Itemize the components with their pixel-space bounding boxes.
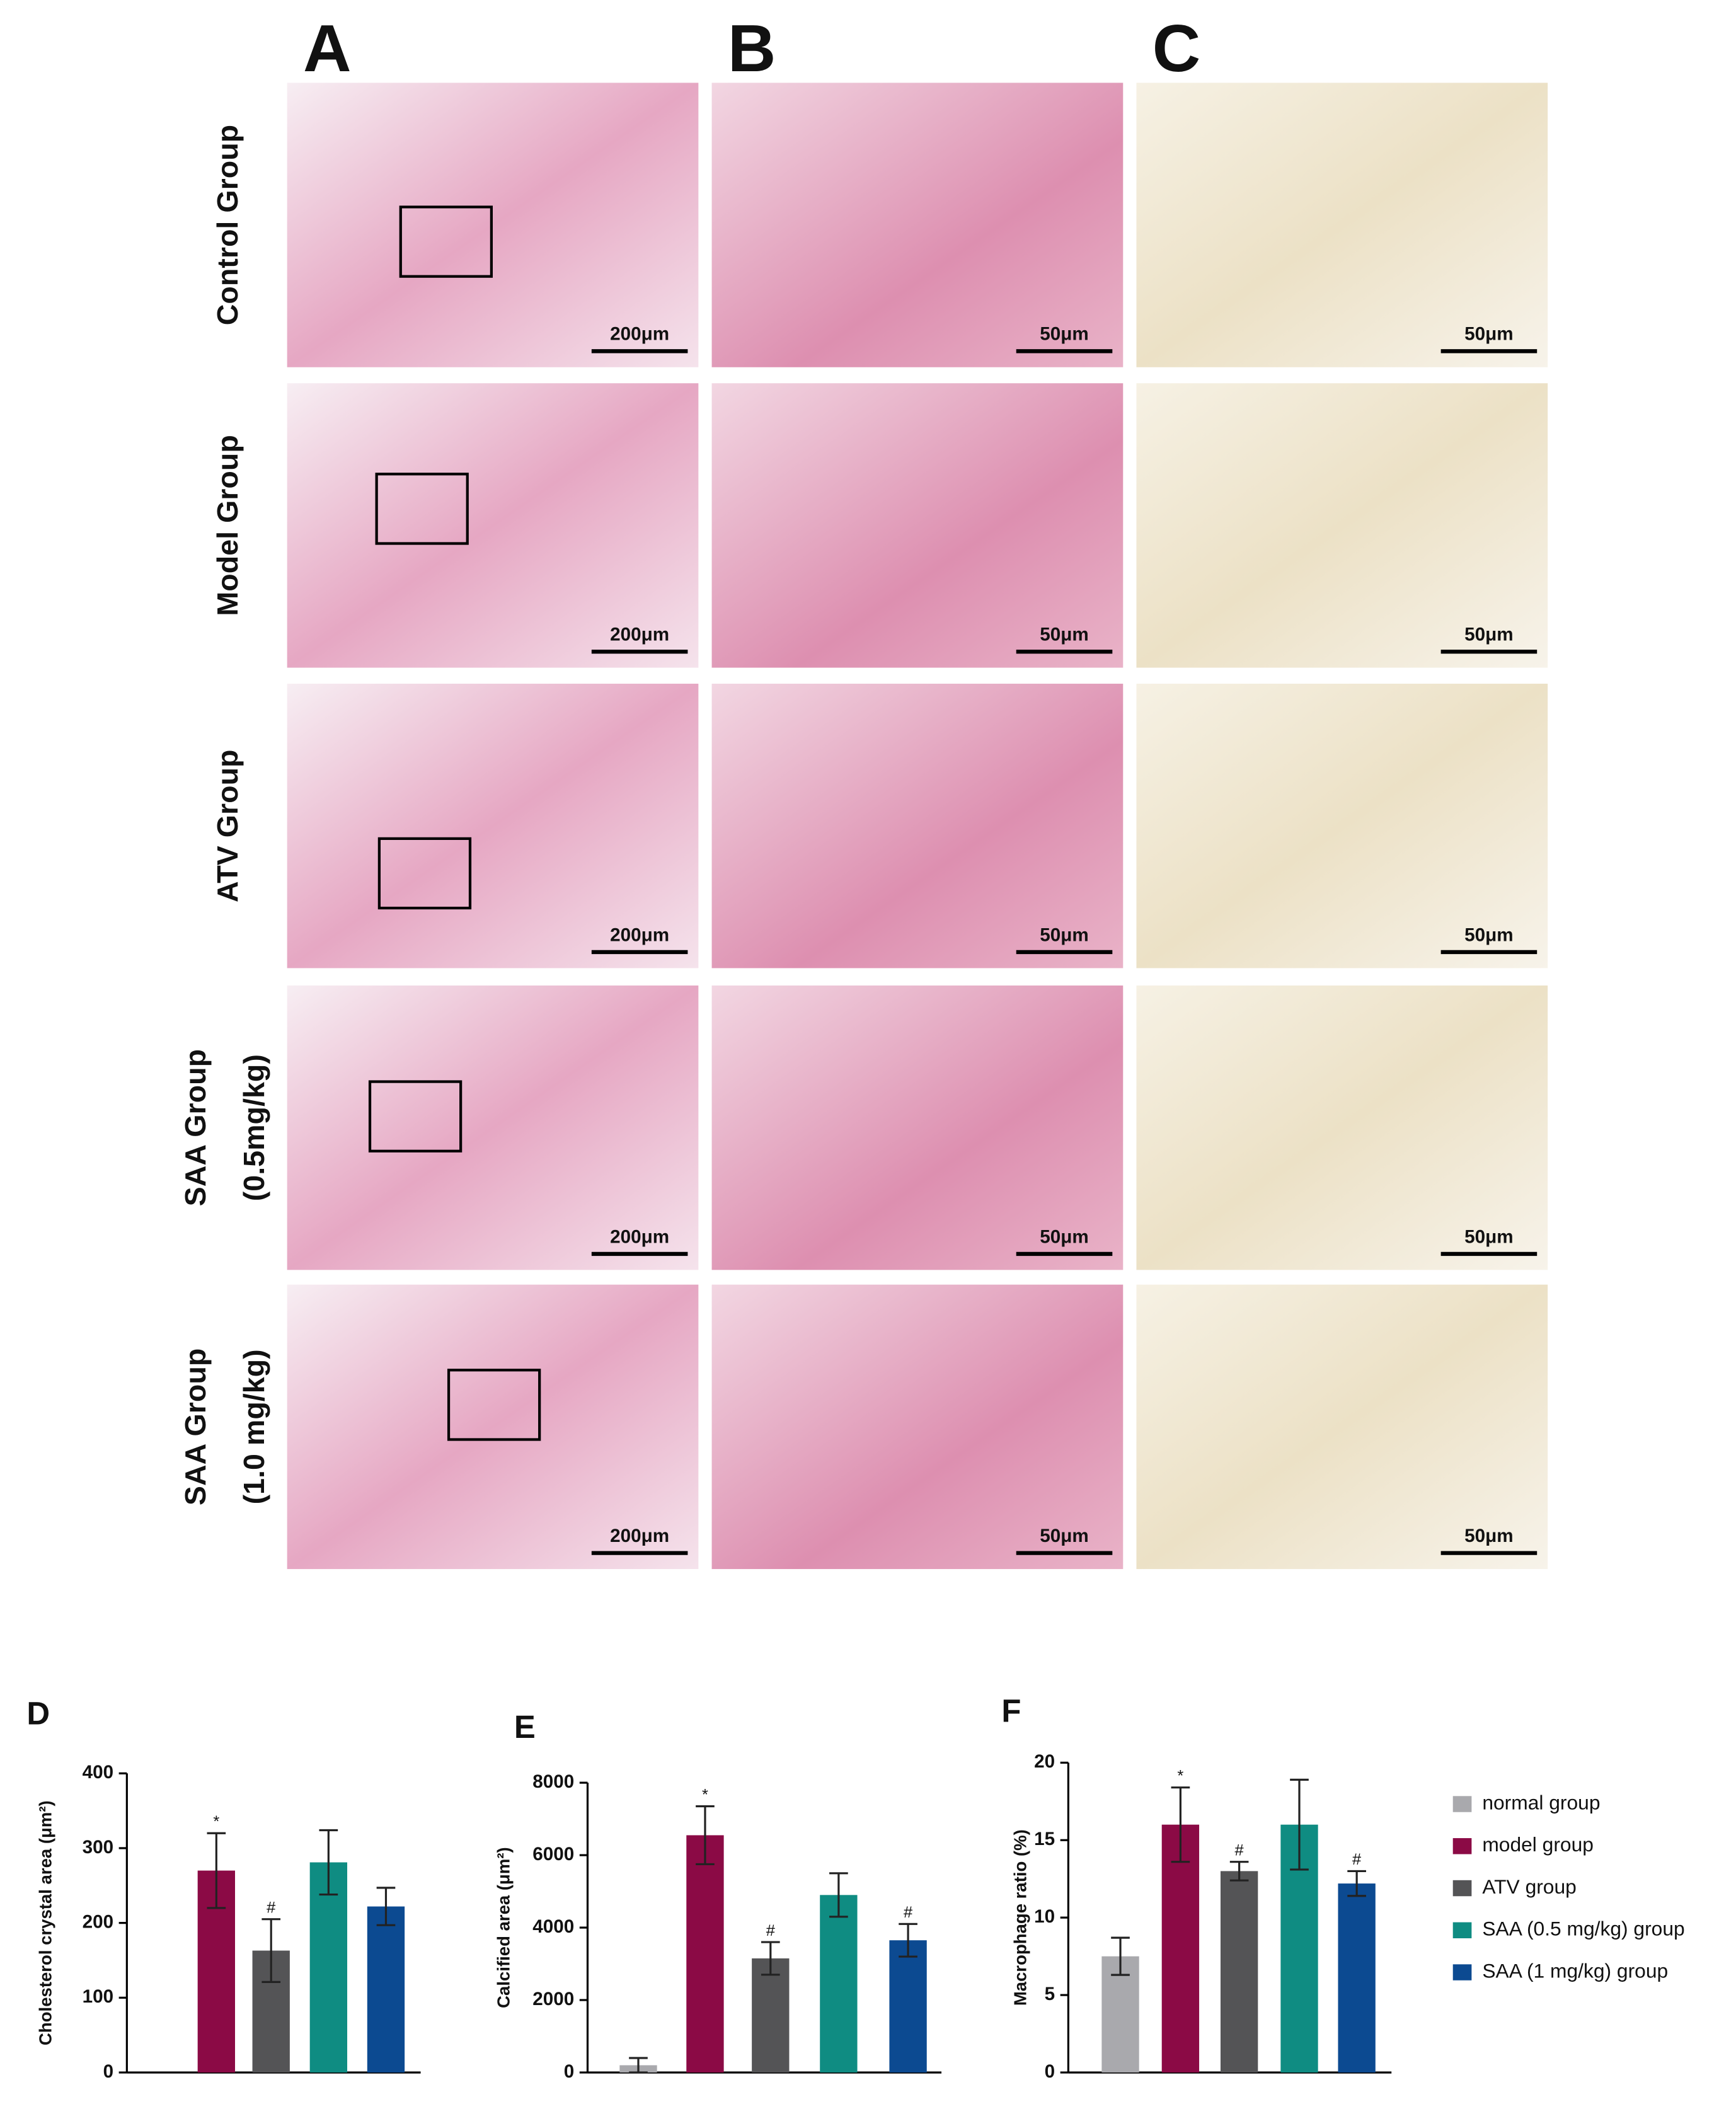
panel-letter: F <box>1001 1693 1021 1728</box>
bar <box>889 1940 927 2072</box>
y-axis-label: Macrophage ratio (%) <box>1010 1829 1030 2006</box>
micrograph <box>711 1284 1124 1570</box>
significance-mark: # <box>1235 1841 1245 1859</box>
micrograph <box>287 985 699 1270</box>
inset-box <box>377 837 472 910</box>
column-letter: B <box>728 11 776 86</box>
bar <box>1161 1824 1200 2072</box>
significance-mark: # <box>1352 1851 1362 1868</box>
micrograph <box>711 83 1124 367</box>
scale-bar-label: 50μm <box>1464 324 1514 345</box>
y-tick-label: 0 <box>1045 2061 1055 2082</box>
legend-label: SAA (0.5 mg/kg) group <box>1482 1917 1684 1940</box>
scale-bar-label: 50μm <box>1464 624 1514 645</box>
micrograph <box>711 684 1124 969</box>
legend-label: normal group <box>1482 1791 1600 1814</box>
y-axis-label: Calcified area (μm²) <box>493 1847 513 2008</box>
micrograph <box>287 684 699 969</box>
significance-mark: * <box>1177 1767 1183 1785</box>
scale-bar-label: 50μm <box>1040 1526 1089 1546</box>
micrograph <box>287 383 699 668</box>
panel-letter: E <box>514 1709 536 1745</box>
scale-bar-label: 200μm <box>610 1226 669 1247</box>
inset-box <box>375 473 469 545</box>
scale-bar-label: 200μm <box>610 1526 669 1546</box>
bar <box>367 1906 405 2072</box>
row-label: SAA Group <box>179 1049 212 1206</box>
legend-label: ATV group <box>1482 1875 1577 1898</box>
micrograph <box>1136 985 1548 1270</box>
y-tick-label: 15 <box>1034 1829 1055 1849</box>
significance-mark: * <box>213 1813 219 1831</box>
scale-bar-label: 200μm <box>610 624 669 645</box>
y-tick-label: 5 <box>1045 1984 1055 2004</box>
y-tick-label: 0 <box>103 2061 114 2082</box>
y-tick-label: 400 <box>83 1762 113 1783</box>
bar <box>309 1862 348 2072</box>
scale-bar-label: 50μm <box>1464 1526 1514 1546</box>
inset-box <box>368 1080 463 1153</box>
scale-bar-label: 50μm <box>1040 624 1089 645</box>
y-tick-label: 20 <box>1034 1751 1055 1772</box>
y-tick-label: 100 <box>83 1986 113 2007</box>
significance-mark: * <box>702 1786 708 1803</box>
micrograph <box>711 383 1124 668</box>
row-label: (1.0 mg/kg) <box>238 1349 270 1504</box>
legend-label: model group <box>1482 1833 1594 1856</box>
y-tick-label: 300 <box>83 1837 113 1858</box>
scale-bar-label: 50μm <box>1040 1226 1089 1247</box>
y-tick-label: 200 <box>83 1911 113 1932</box>
legend-swatch <box>1452 1880 1472 1897</box>
bar <box>752 1958 790 2072</box>
bar <box>686 1835 724 2072</box>
y-axis-label: Cholesterol crystal area (μm²) <box>35 1800 55 2045</box>
scale-bar-label: 50μm <box>1040 924 1089 945</box>
row-label: SAA Group <box>179 1348 212 1505</box>
row-label: Model Group <box>211 435 244 616</box>
scale-bar-label: 50μm <box>1464 1226 1514 1247</box>
row-label: (0.5mg/kg) <box>238 1054 270 1201</box>
legend-swatch <box>1452 1922 1472 1939</box>
legend-swatch <box>1452 1838 1472 1854</box>
row-label: Control Group <box>211 125 244 325</box>
micrograph <box>1136 1284 1548 1570</box>
y-tick-label: 6000 <box>532 1844 574 1865</box>
panel-letter: D <box>26 1696 50 1732</box>
scale-bar-label: 50μm <box>1464 924 1514 945</box>
column-letter: A <box>303 11 352 86</box>
column-letter: C <box>1153 11 1201 86</box>
micrograph <box>711 985 1124 1270</box>
scale-bar-label: 200μm <box>610 324 669 345</box>
y-tick-label: 10 <box>1034 1906 1055 1927</box>
y-tick-label: 4000 <box>532 1916 574 1937</box>
legend-label: SAA (1 mg/kg) group <box>1482 1959 1668 1982</box>
y-tick-label: 0 <box>564 2061 575 2082</box>
bar <box>1338 1883 1376 2072</box>
row-label: ATV Group <box>211 749 244 902</box>
significance-mark: # <box>267 1899 276 1916</box>
significance-mark: # <box>766 1922 776 1940</box>
y-tick-label: 8000 <box>532 1771 574 1792</box>
significance-mark: # <box>904 1904 913 1921</box>
legend-swatch <box>1452 1964 1472 1980</box>
micrograph <box>1136 383 1548 668</box>
micrograph <box>1136 83 1548 367</box>
inset-box <box>447 1369 541 1441</box>
y-tick-label: 2000 <box>532 1989 574 2009</box>
scale-bar-label: 50μm <box>1040 324 1089 345</box>
bar <box>1220 1871 1258 2072</box>
micrograph <box>1136 684 1548 969</box>
legend-swatch <box>1452 1796 1472 1812</box>
scale-bar-label: 200μm <box>610 924 669 945</box>
micrograph <box>287 1284 699 1570</box>
inset-box <box>399 205 493 278</box>
bar <box>820 1895 858 2072</box>
